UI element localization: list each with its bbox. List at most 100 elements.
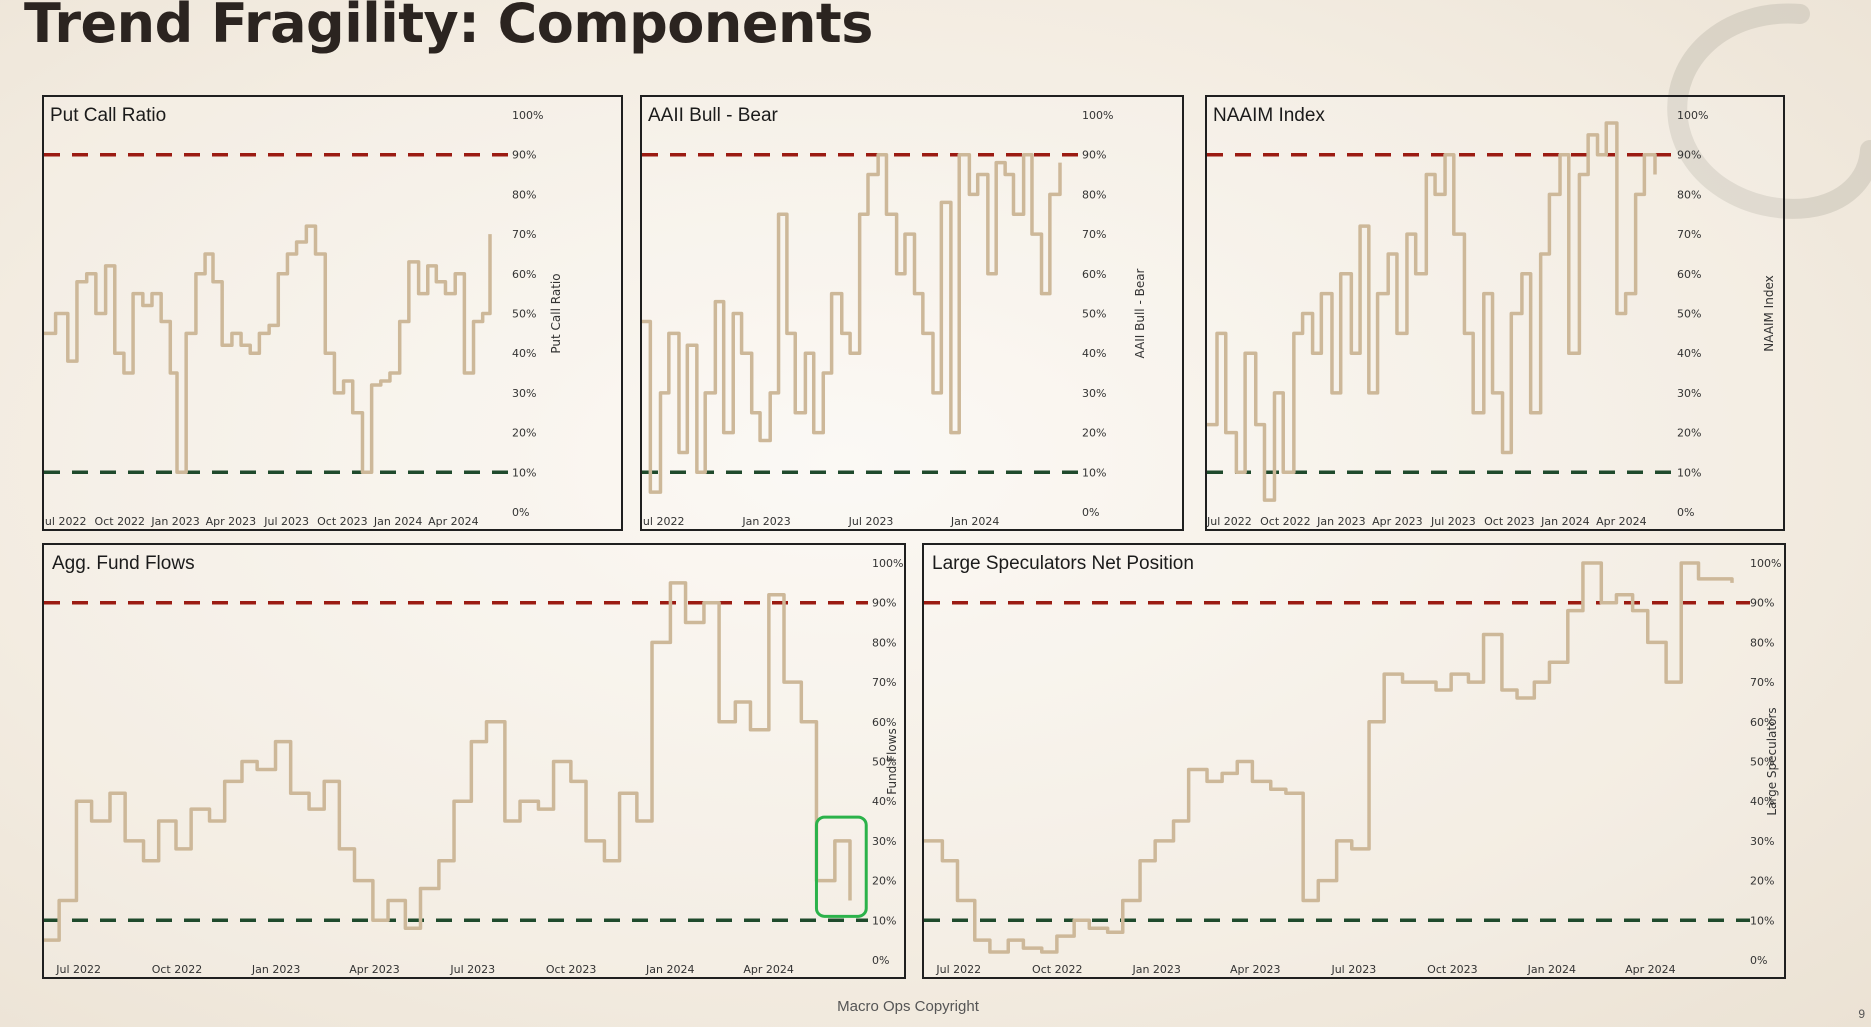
x-tick-label: Jul 2023 xyxy=(263,515,309,528)
x-tick-label: Jan 2023 xyxy=(1131,963,1180,976)
chart-title: AAII Bull - Bear xyxy=(648,105,778,126)
y-tick-label: 0% xyxy=(1677,506,1694,519)
x-tick-label: Apr 2023 xyxy=(206,515,257,528)
x-tick-label: Apr 2024 xyxy=(1596,515,1647,528)
x-tick-label: Jul 2023 xyxy=(449,963,495,976)
y-tick-label: 70% xyxy=(1677,228,1701,241)
y-tick-label: 40% xyxy=(872,795,896,808)
y-tick-label: 60% xyxy=(512,268,536,281)
chart-title: Large Speculators Net Position xyxy=(932,553,1194,574)
x-tick-label: Apr 2024 xyxy=(428,515,479,528)
naaim-index-chart: 0% 10% 20% 30% 40% 50% 60% 70% 80% 90% 100% Jul 202… xyxy=(1207,109,1776,528)
y-tick-label: 50% xyxy=(1677,308,1701,321)
x-tick-label: Apr 2023 xyxy=(1372,515,1423,528)
chart-panel-large-speculators: 0% 10% 20% 30% 40% 50% 60% 70% 80% 90% 100% Jul 202… xyxy=(922,543,1786,979)
x-tick-label: Jan 2024 xyxy=(373,515,422,528)
x-tick-label: Oct 2022 xyxy=(1260,515,1311,528)
x-tick-label: Jul 2023 xyxy=(1430,515,1476,528)
y-tick-label: 60% xyxy=(1750,716,1774,729)
x-tick-label: Jul 2023 xyxy=(1330,963,1376,976)
y-tick-label: 10% xyxy=(872,914,896,927)
chart-title: Put Call Ratio xyxy=(50,105,167,126)
x-tick-label: Apr 2023 xyxy=(1230,963,1281,976)
chart-panel-naaim-index: 0% 10% 20% 30% 40% 50% 60% 70% 80% 90% 100% Jul 202… xyxy=(1205,95,1785,531)
y-tick-label: 70% xyxy=(512,228,536,241)
y-tick-label: 90% xyxy=(1677,149,1701,162)
y-tick-label: 20% xyxy=(512,427,536,440)
aaii-bull-bear-chart: 0% 10% 20% 30% 40% 50% 60% 70% 80% 90% 100% Jul 202… xyxy=(642,109,1147,528)
y-tick-label: 30% xyxy=(1677,387,1701,400)
chart-title: Agg. Fund Flows xyxy=(52,553,195,574)
x-tick-label: Oct 2023 xyxy=(1484,515,1535,528)
highlight-box xyxy=(814,815,868,918)
series-line xyxy=(44,581,852,942)
x-tick-label: Jan 2024 xyxy=(950,515,999,528)
page-title: Trend Fragility: Components xyxy=(24,0,873,55)
y-tick-label: 50% xyxy=(1082,308,1106,321)
y-tick-label: 50% xyxy=(872,756,896,769)
footer-copyright: Macro Ops Copyright xyxy=(837,998,979,1015)
x-tick-label: Jul 2023 xyxy=(848,515,894,528)
x-tick-label: Jul 2022 xyxy=(935,963,981,976)
y-tick-label: 10% xyxy=(512,466,536,479)
y-axis-label: Large Speculators xyxy=(1765,707,1779,815)
y-tick-label: 100% xyxy=(512,109,543,122)
series-line xyxy=(924,561,1734,954)
x-tick-label: Jul 2022 xyxy=(642,515,684,528)
series-line xyxy=(642,152,1062,494)
y-axis-label: NAAIM Index xyxy=(1762,275,1776,351)
y-tick-label: 90% xyxy=(872,597,896,610)
y-tick-label: 90% xyxy=(512,149,536,162)
y-tick-label: 10% xyxy=(1750,914,1774,927)
y-tick-label: 80% xyxy=(872,636,896,649)
y-tick-label: 90% xyxy=(1750,597,1774,610)
x-tick-label: Jul 2022 xyxy=(1207,515,1252,528)
y-tick-label: 20% xyxy=(1082,427,1106,440)
y-axis-label: AAII Bull - Bear xyxy=(1133,268,1147,358)
y-tick-label: 10% xyxy=(1082,466,1106,479)
y-tick-label: 20% xyxy=(872,875,896,888)
y-tick-label: 80% xyxy=(1750,636,1774,649)
put-call-ratio-chart: 0% 10% 20% 30% 40% 50% 60% 70% 80% 90% 100% Jul 202… xyxy=(44,109,563,528)
chart-title: NAAIM Index xyxy=(1213,105,1325,126)
x-tick-label: Apr 2023 xyxy=(349,963,400,976)
x-tick-label: Oct 2023 xyxy=(317,515,368,528)
y-tick-label: 80% xyxy=(1677,188,1701,201)
y-axis-label: Put Call Ratio xyxy=(549,273,563,353)
y-tick-label: 40% xyxy=(1082,347,1106,360)
y-axis-label: Fund Flows xyxy=(885,728,899,795)
y-tick-label: 100% xyxy=(872,557,903,570)
x-tick-label: Jan 2023 xyxy=(741,515,790,528)
x-tick-label: Oct 2023 xyxy=(1427,963,1478,976)
y-tick-label: 30% xyxy=(872,835,896,848)
y-tick-label: 70% xyxy=(1082,228,1106,241)
y-tick-label: 20% xyxy=(1750,875,1774,888)
x-tick-label: Jan 2023 xyxy=(1316,515,1365,528)
x-tick-label: Jan 2024 xyxy=(645,963,694,976)
y-tick-label: 30% xyxy=(1082,387,1106,400)
large-speculators-chart: 0% 10% 20% 30% 40% 50% 60% 70% 80% 90% 100% Jul 202… xyxy=(924,557,1781,976)
y-tick-label: 60% xyxy=(1082,268,1106,281)
page-number: 9 xyxy=(1858,1007,1865,1021)
chart-panel-aaii-bull-bear: 0% 10% 20% 30% 40% 50% 60% 70% 80% 90% 100% Jul 202… xyxy=(640,95,1184,531)
y-tick-label: 40% xyxy=(1677,347,1701,360)
y-tick-label: 70% xyxy=(872,676,896,689)
y-tick-label: 100% xyxy=(1750,557,1781,570)
x-tick-label: Jan 2023 xyxy=(150,515,199,528)
y-tick-label: 0% xyxy=(512,506,529,519)
y-tick-label: 40% xyxy=(512,347,536,360)
y-tick-label: 70% xyxy=(1750,676,1774,689)
x-tick-label: Jan 2023 xyxy=(251,963,300,976)
y-tick-label: 60% xyxy=(872,716,896,729)
y-tick-label: 0% xyxy=(1750,954,1767,967)
y-tick-label: 0% xyxy=(872,954,889,967)
x-tick-label: Apr 2024 xyxy=(743,963,794,976)
y-tick-label: 100% xyxy=(1082,109,1113,122)
x-tick-label: Apr 2024 xyxy=(1625,963,1676,976)
x-tick-label: Oct 2023 xyxy=(546,963,597,976)
x-tick-label: Oct 2022 xyxy=(152,963,203,976)
y-tick-label: 0% xyxy=(1082,506,1099,519)
x-tick-label: Jan 2024 xyxy=(1540,515,1589,528)
series-line xyxy=(44,224,492,475)
y-tick-label: 10% xyxy=(1677,466,1701,479)
